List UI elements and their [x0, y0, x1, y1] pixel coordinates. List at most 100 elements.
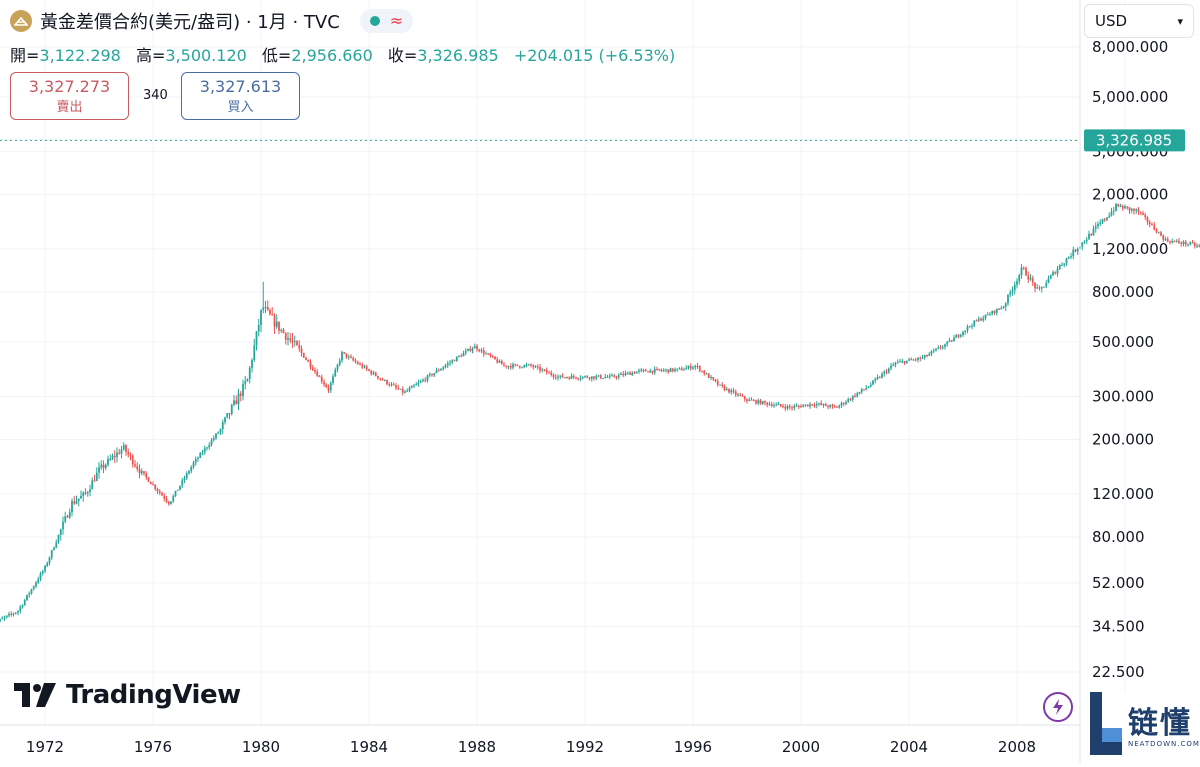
candle-body	[903, 361, 906, 364]
candle-body	[833, 405, 836, 407]
candle-body	[244, 381, 247, 384]
candle-body	[262, 307, 265, 311]
candle-body	[233, 400, 235, 405]
candle-body	[480, 350, 483, 352]
candle-body	[111, 456, 114, 459]
candle-body	[253, 345, 256, 361]
candle-body	[314, 370, 316, 372]
candle-body	[77, 498, 80, 501]
candle-body	[692, 367, 694, 369]
candle-body	[1108, 215, 1111, 218]
candle-body	[1166, 239, 1169, 242]
candle-body	[275, 321, 278, 327]
y-tick-label: 300.000	[1092, 387, 1154, 405]
candle-body	[428, 374, 431, 376]
candle-body	[46, 563, 49, 566]
candle-body	[287, 338, 289, 340]
candle-body	[926, 355, 928, 357]
candle-body	[50, 550, 53, 558]
y-tick-label: 5,000.000	[1092, 88, 1168, 106]
candle-body	[1054, 272, 1057, 274]
candle-body	[1088, 233, 1090, 240]
lightning-icon[interactable]	[1043, 692, 1073, 722]
candle-body	[595, 376, 598, 379]
candle-body	[703, 370, 706, 374]
candle-body	[539, 366, 541, 371]
candle-body	[1160, 232, 1162, 236]
candle-body	[536, 366, 539, 368]
candle-body	[698, 366, 701, 371]
candle-body	[212, 438, 215, 441]
candle-body	[345, 353, 348, 358]
candle-body	[892, 364, 895, 366]
sell-button[interactable]: 3,327.273 賣出	[10, 72, 129, 120]
candle-body	[489, 354, 492, 357]
candle-body	[635, 371, 638, 374]
candle-body	[721, 384, 724, 387]
candle-body	[102, 464, 105, 468]
symbol-title[interactable]: 黃金差價合約(美元/盎司) · 1月 · TVC	[40, 12, 340, 33]
candle-body	[570, 375, 573, 379]
candle-body	[651, 370, 654, 373]
candle-body	[696, 365, 699, 367]
candle-body	[678, 368, 681, 370]
candle-body	[1103, 219, 1106, 221]
candle-body	[723, 386, 726, 390]
candle-body	[190, 466, 193, 472]
candle-body	[395, 385, 397, 388]
candle-body	[14, 612, 17, 614]
candle-body	[773, 405, 775, 407]
candle-body	[372, 372, 375, 374]
candle-body	[455, 356, 458, 362]
candle-body	[854, 395, 856, 397]
sell-label: 賣出	[56, 100, 83, 115]
candle-body	[93, 480, 96, 482]
candle-body	[156, 488, 159, 492]
candle-body	[831, 405, 834, 407]
tradingview-logo[interactable]: TradingView	[14, 680, 241, 710]
candle-body	[971, 325, 973, 327]
candle-body	[669, 368, 672, 373]
candle-body	[251, 360, 253, 368]
candle-body	[597, 375, 600, 377]
candle-body	[228, 412, 231, 414]
candle-body	[1101, 219, 1104, 223]
candle-body	[606, 376, 609, 378]
watermark-text: 链懂	[1128, 706, 1192, 741]
candle-body	[572, 375, 575, 378]
candle-body	[208, 444, 211, 448]
candle-body	[505, 365, 508, 367]
candle-body	[541, 369, 544, 371]
candle-body	[57, 534, 60, 543]
y-tick-label: 52.000	[1092, 574, 1145, 592]
candle-body	[851, 395, 854, 400]
candle-body	[865, 387, 868, 390]
candle-body	[305, 357, 307, 360]
candle-body	[446, 363, 449, 366]
candle-body	[237, 393, 240, 405]
candle-body	[775, 404, 778, 406]
candle-body	[386, 380, 388, 385]
low-label: 低=	[261, 46, 292, 65]
candle-body	[361, 364, 364, 368]
candle-body	[955, 335, 958, 338]
candle-body	[797, 405, 800, 407]
candle-body	[800, 406, 802, 408]
candle-body	[986, 314, 989, 316]
candle-body	[291, 340, 294, 342]
currency-select[interactable]: USD ▾	[1084, 4, 1194, 38]
candle-body	[194, 459, 197, 463]
candle-body	[1133, 208, 1135, 211]
market-status-pill[interactable]: ≈	[359, 9, 414, 33]
candle-body	[509, 366, 512, 368]
buy-button[interactable]: 3,327.613 買入	[181, 72, 300, 120]
candle-body	[147, 477, 150, 482]
watermark-l-icon	[1090, 692, 1122, 755]
candle-body	[804, 404, 807, 406]
candle-body	[1148, 222, 1151, 225]
y-tick-label: 2,000.000	[1092, 186, 1168, 204]
candle-body	[323, 381, 325, 385]
